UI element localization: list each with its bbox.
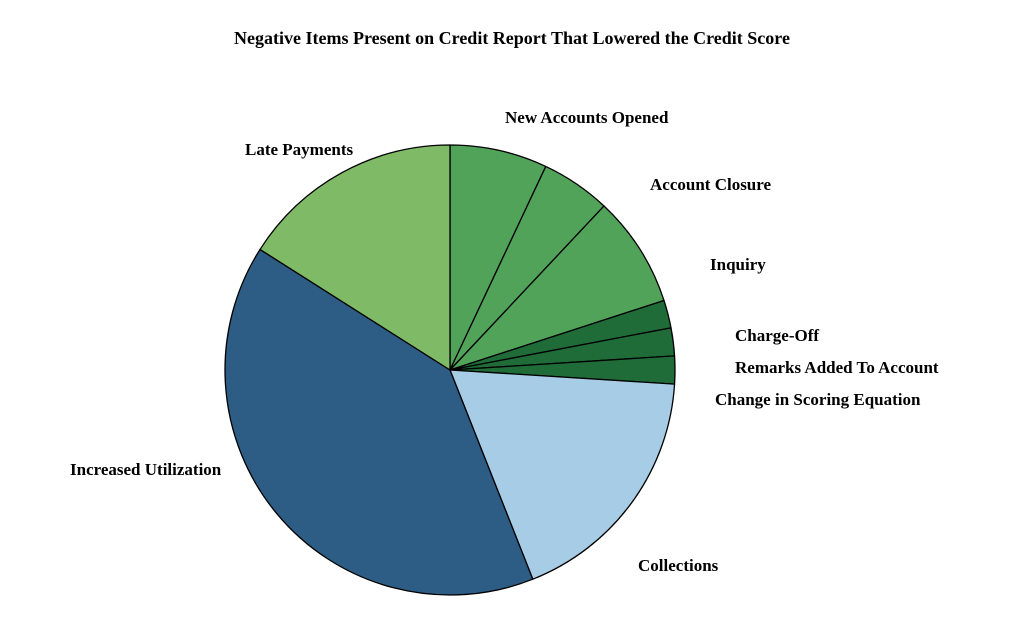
pie-slice-label: New Accounts Opened <box>505 108 668 128</box>
pie-slice-label: Account Closure <box>650 175 771 195</box>
pie-slice-label: Increased Utilization <box>70 460 221 480</box>
pie-slice-label: Late Payments <box>245 140 353 160</box>
pie-slice-label: Charge-Off <box>735 326 819 346</box>
pie-slice-label: Remarks Added To Account <box>735 358 939 378</box>
pie-slice-label: Collections <box>638 556 718 576</box>
pie-slice-label: Inquiry <box>710 255 766 275</box>
pie-chart <box>0 0 1024 617</box>
pie-slice-label: Change in Scoring Equation <box>715 390 920 410</box>
